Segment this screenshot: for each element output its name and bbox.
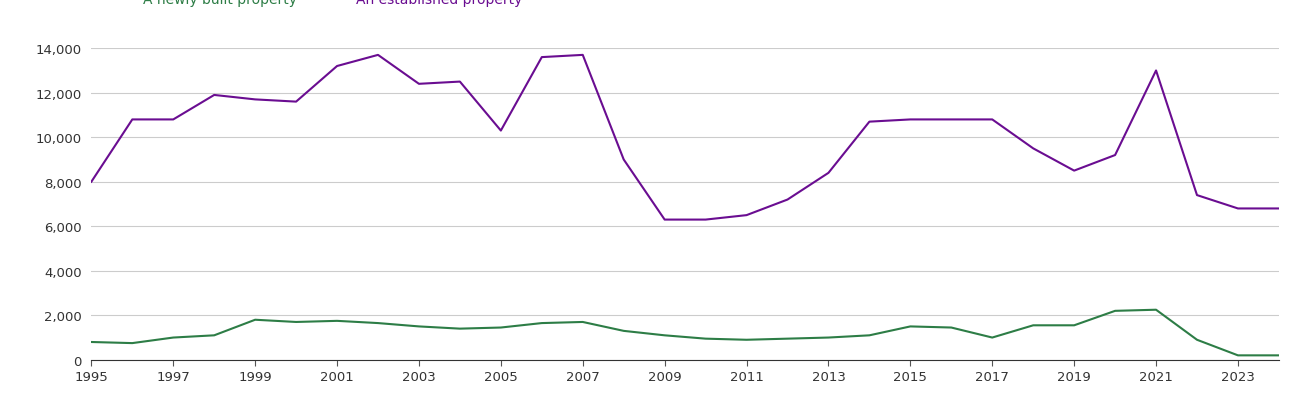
Legend: A newly built property, An established property: A newly built property, An established p…: [98, 0, 529, 13]
